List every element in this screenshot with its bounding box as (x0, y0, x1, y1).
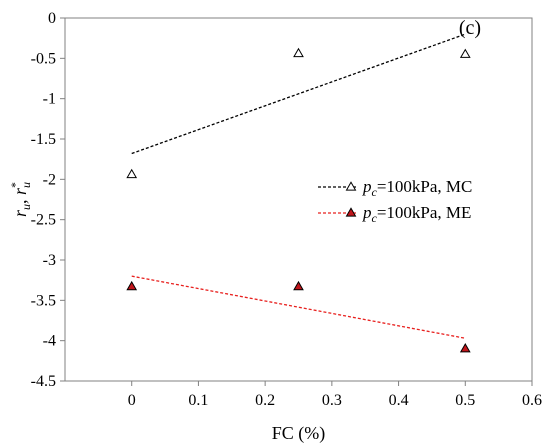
plot-border (64, 17, 533, 382)
y-tick-label: -3 (43, 252, 56, 269)
panel-label: (c) (459, 17, 481, 39)
x-tick-label: 0.6 (522, 392, 542, 409)
data-point-series-1 (293, 47, 304, 58)
y-tick-label: -4.5 (31, 373, 56, 390)
x-tick-label: 0 (128, 392, 136, 409)
trendline-series-2 (131, 275, 466, 339)
data-point-series-2 (293, 280, 304, 291)
trendline-series-1 (131, 33, 466, 155)
x-tick-label: 0.5 (455, 392, 475, 409)
y-tick-label: 0 (48, 10, 56, 27)
y-tick-label: -0.5 (31, 50, 56, 67)
plot-area (64, 17, 533, 382)
y-tick-label: -2.5 (31, 212, 56, 229)
data-point-series-1 (459, 48, 471, 58)
legend-label-series-1: pc=100kPa, MC (362, 177, 472, 199)
legend: pc=100kPa, MC pc=100kPa, ME (318, 177, 472, 225)
y-tick-label: -3.5 (31, 292, 56, 309)
y-axis-title: ru, r*u (8, 182, 33, 217)
x-tick-label: 0.3 (322, 392, 342, 409)
y-tick-label: -1.5 (31, 131, 56, 148)
x-tick-label: 0.1 (188, 392, 208, 409)
axis-ticks: 0 0.1 0.2 0.3 0.4 0.5 0.6 0 -0.5 -1 -1.5 -2 -2.5 -3 -3… (31, 10, 542, 409)
legend-marker-series-2 (345, 207, 357, 217)
x-axis-title: FC (%) (272, 423, 326, 444)
y-tick-label: -4 (43, 333, 56, 350)
legend-marker-series-1 (345, 181, 357, 191)
data-points (126, 47, 471, 353)
y-tick-label: -1 (43, 91, 56, 108)
trendlines (131, 33, 466, 339)
legend-label-series-2: pc=100kPa, ME (362, 203, 471, 225)
y-tick-label: -2 (43, 171, 56, 188)
data-point-series-2 (126, 280, 138, 291)
data-point-series-1 (126, 168, 138, 179)
x-tick-label: 0.4 (389, 392, 409, 409)
data-point-series-2 (459, 343, 471, 353)
x-tick-label: 0.2 (255, 392, 275, 409)
